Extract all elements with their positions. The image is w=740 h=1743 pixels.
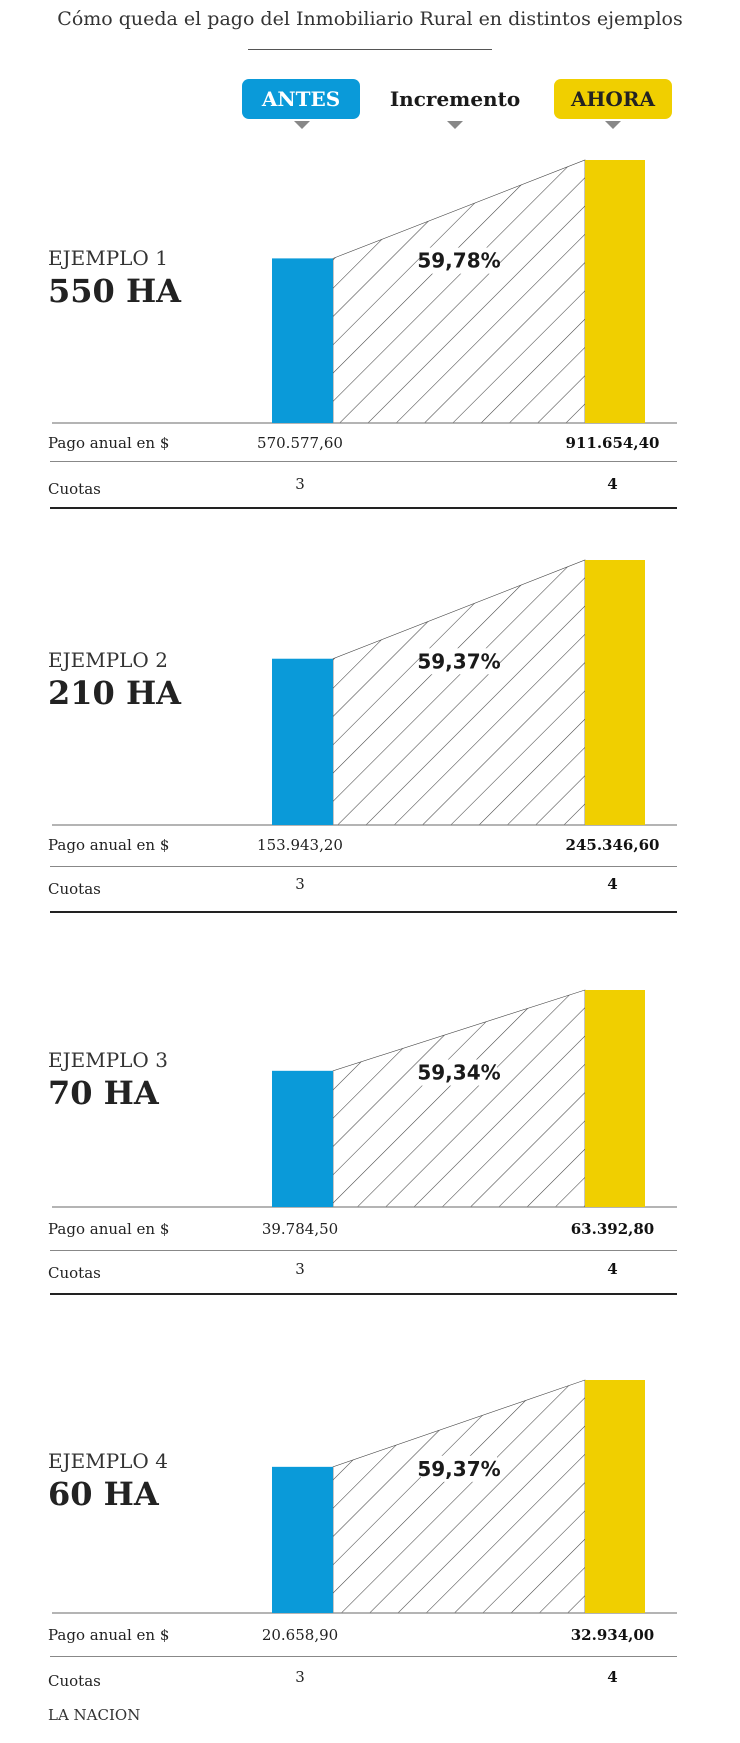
example-3-increment-area [332, 989, 586, 1208]
ahora-header-badge: AHORA [554, 79, 672, 119]
example-4-chart: 59,37% [52, 1379, 677, 1614]
example-2-hectares: 210 HA [48, 674, 181, 712]
example-2-bar-antes [272, 658, 333, 825]
antes-caret-icon [294, 121, 310, 129]
example-3-increment-label: 59,34% [417, 1061, 500, 1085]
example-3-bar-antes [272, 1070, 333, 1207]
example-4-bar-ahora [585, 1380, 645, 1613]
example-2-marks: 59,37% [52, 559, 677, 826]
example-4-pago-label: Pago anual en $ [48, 1626, 170, 1644]
example-3-label: EJEMPLO 3 [48, 1048, 168, 1072]
example-2-bar-ahora [585, 560, 645, 825]
example-2-label: EJEMPLO 2 [48, 648, 168, 672]
example-2-cuotas-label: Cuotas [48, 880, 101, 898]
example-1-pago-label: Pago anual en $ [48, 434, 170, 452]
example-1-increment-label: 59,78% [417, 249, 500, 273]
example-4-pago-antes: 20.658,90 [261, 1626, 339, 1644]
example-3-pago-ahora: 63.392,80 [570, 1220, 655, 1238]
example-1-marks: 59,78% [52, 159, 677, 424]
example-3-cuotas-label: Cuotas [48, 1264, 101, 1282]
source-credit: LA NACION [48, 1706, 141, 1724]
example-2-chart: 59,37% [52, 559, 677, 826]
example-1-cuotas-label: Cuotas [48, 480, 101, 498]
example-4-increment-area [332, 1379, 586, 1614]
example-1-cuotas-antes: 3 [295, 475, 305, 493]
example-3-marks: 59,34% [52, 989, 677, 1208]
title-divider [248, 49, 492, 50]
example-2-row-divider [50, 866, 677, 867]
chart-title: Cómo queda el pago del Inmobiliario Rura… [57, 8, 683, 30]
example-1-section-divider [50, 507, 677, 509]
example-3-chart: 59,34% [52, 989, 677, 1208]
example-1-row-divider [50, 461, 677, 462]
example-1-increment-area [332, 159, 586, 424]
example-3-hectares: 70 HA [48, 1074, 159, 1112]
example-2-increment-label-bg [421, 648, 497, 675]
example-4-hectares: 60 HA [48, 1475, 159, 1513]
example-2-section-divider [50, 911, 677, 913]
example-4-bar-antes [272, 1466, 333, 1613]
example-2-pago-label: Pago anual en $ [48, 836, 170, 854]
example-2-pago-antes: 153.943,20 [257, 836, 343, 854]
antes-header-badge: ANTES [242, 79, 360, 119]
example-3-pago-antes: 39.784,50 [261, 1220, 339, 1238]
example-4-increment-label-bg [421, 1455, 497, 1482]
example-3-bar-ahora [585, 990, 645, 1207]
example-1-bar-antes [272, 258, 333, 423]
example-3-cuotas-ahora: 4 [607, 1260, 618, 1278]
example-3-pago-label: Pago anual en $ [48, 1220, 170, 1238]
example-4-row-divider [50, 1656, 677, 1657]
example-2-increment-area [332, 559, 586, 826]
example-4-cuotas-ahora: 4 [607, 1668, 618, 1686]
example-1-cuotas-ahora: 4 [607, 475, 618, 493]
example-4-cuotas-label: Cuotas [48, 1672, 101, 1690]
incremento-caret-icon [447, 121, 463, 129]
example-2-cuotas-ahora: 4 [607, 875, 618, 893]
example-3-cuotas-antes: 3 [295, 1260, 305, 1278]
example-4-cuotas-antes: 3 [295, 1668, 305, 1686]
example-1-pago-antes: 570.577,60 [257, 434, 343, 452]
example-1-chart: 59,78% [52, 159, 677, 424]
example-2-increment-label: 59,37% [417, 649, 500, 673]
example-1-pago-ahora: 911.654,40 [565, 434, 660, 452]
example-1-bar-ahora [585, 160, 645, 423]
example-3-row-divider [50, 1250, 677, 1251]
example-4-label: EJEMPLO 4 [48, 1449, 168, 1473]
example-1-increment-label-bg [421, 247, 497, 274]
example-1-hectares: 550 HA [48, 272, 181, 310]
example-4-pago-ahora: 32.934,00 [570, 1626, 655, 1644]
example-4-increment-label: 59,37% [417, 1457, 500, 1481]
example-3-section-divider [50, 1293, 677, 1295]
example-3-increment-label-bg [421, 1059, 497, 1086]
example-2-pago-ahora: 245.346,60 [565, 836, 660, 854]
incremento-header: Incremento [389, 87, 521, 111]
ahora-caret-icon [605, 121, 621, 129]
example-1-label: EJEMPLO 1 [48, 246, 168, 270]
example-4-marks: 59,37% [52, 1379, 677, 1614]
example-2-cuotas-antes: 3 [295, 875, 305, 893]
